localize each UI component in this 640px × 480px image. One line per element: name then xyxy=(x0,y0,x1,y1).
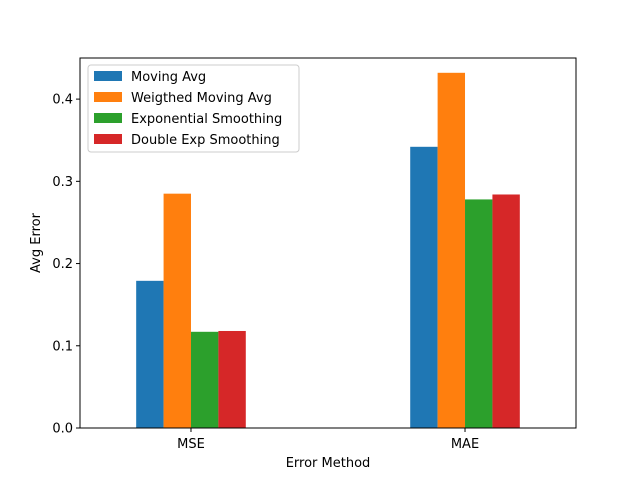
x-axis: MSE MAE xyxy=(177,428,479,452)
y-tick-label: 0.3 xyxy=(52,175,73,190)
legend-label-moving-avg: Moving Avg xyxy=(131,70,206,85)
x-tick-label: MAE xyxy=(451,437,479,452)
bars-group xyxy=(136,72,520,429)
y-tick-label: 0.0 xyxy=(52,422,73,437)
y-axis: 0.0 0.1 0.2 0.3 0.4 xyxy=(52,93,80,437)
bar-exponential-smoothing-mse xyxy=(190,331,219,428)
legend-swatch-moving-avg xyxy=(94,71,122,81)
bar-moving-avg-mae xyxy=(410,146,438,429)
legend-swatch-double-exp-smoothing xyxy=(94,134,122,144)
legend: Moving Avg Weigthed Moving Avg Exponential… xyxy=(87,64,300,153)
y-tick-label: 0.4 xyxy=(52,93,73,108)
y-axis-label: Avg Error xyxy=(29,212,44,273)
bar-weigthed-moving-avg-mae xyxy=(437,72,466,429)
bar-double-exp-smoothing-mse xyxy=(218,330,246,428)
y-tick-label: 0.1 xyxy=(52,339,73,354)
legend-label-exponential-smoothing: Exponential Smoothing xyxy=(131,112,282,127)
legend-label-weigthed-moving-avg: Weigthed Moving Avg xyxy=(131,91,272,106)
legend-label-double-exp-smoothing: Double Exp Smoothing xyxy=(131,133,280,148)
bar-exponential-smoothing-mae xyxy=(465,199,493,428)
legend-swatch-exponential-smoothing xyxy=(94,113,122,123)
bar-moving-avg-mse xyxy=(136,280,164,428)
legend-swatch-weigthed-moving-avg xyxy=(94,92,122,102)
plot-frame xyxy=(79,57,577,429)
x-tick-label: MSE xyxy=(177,437,205,452)
y-tick-label: 0.2 xyxy=(52,257,73,272)
bar-double-exp-smoothing-mae xyxy=(492,194,520,428)
bar-weigthed-moving-avg-mse xyxy=(163,193,191,428)
x-axis-label: Error Method xyxy=(286,456,371,471)
legend-box xyxy=(87,64,300,153)
